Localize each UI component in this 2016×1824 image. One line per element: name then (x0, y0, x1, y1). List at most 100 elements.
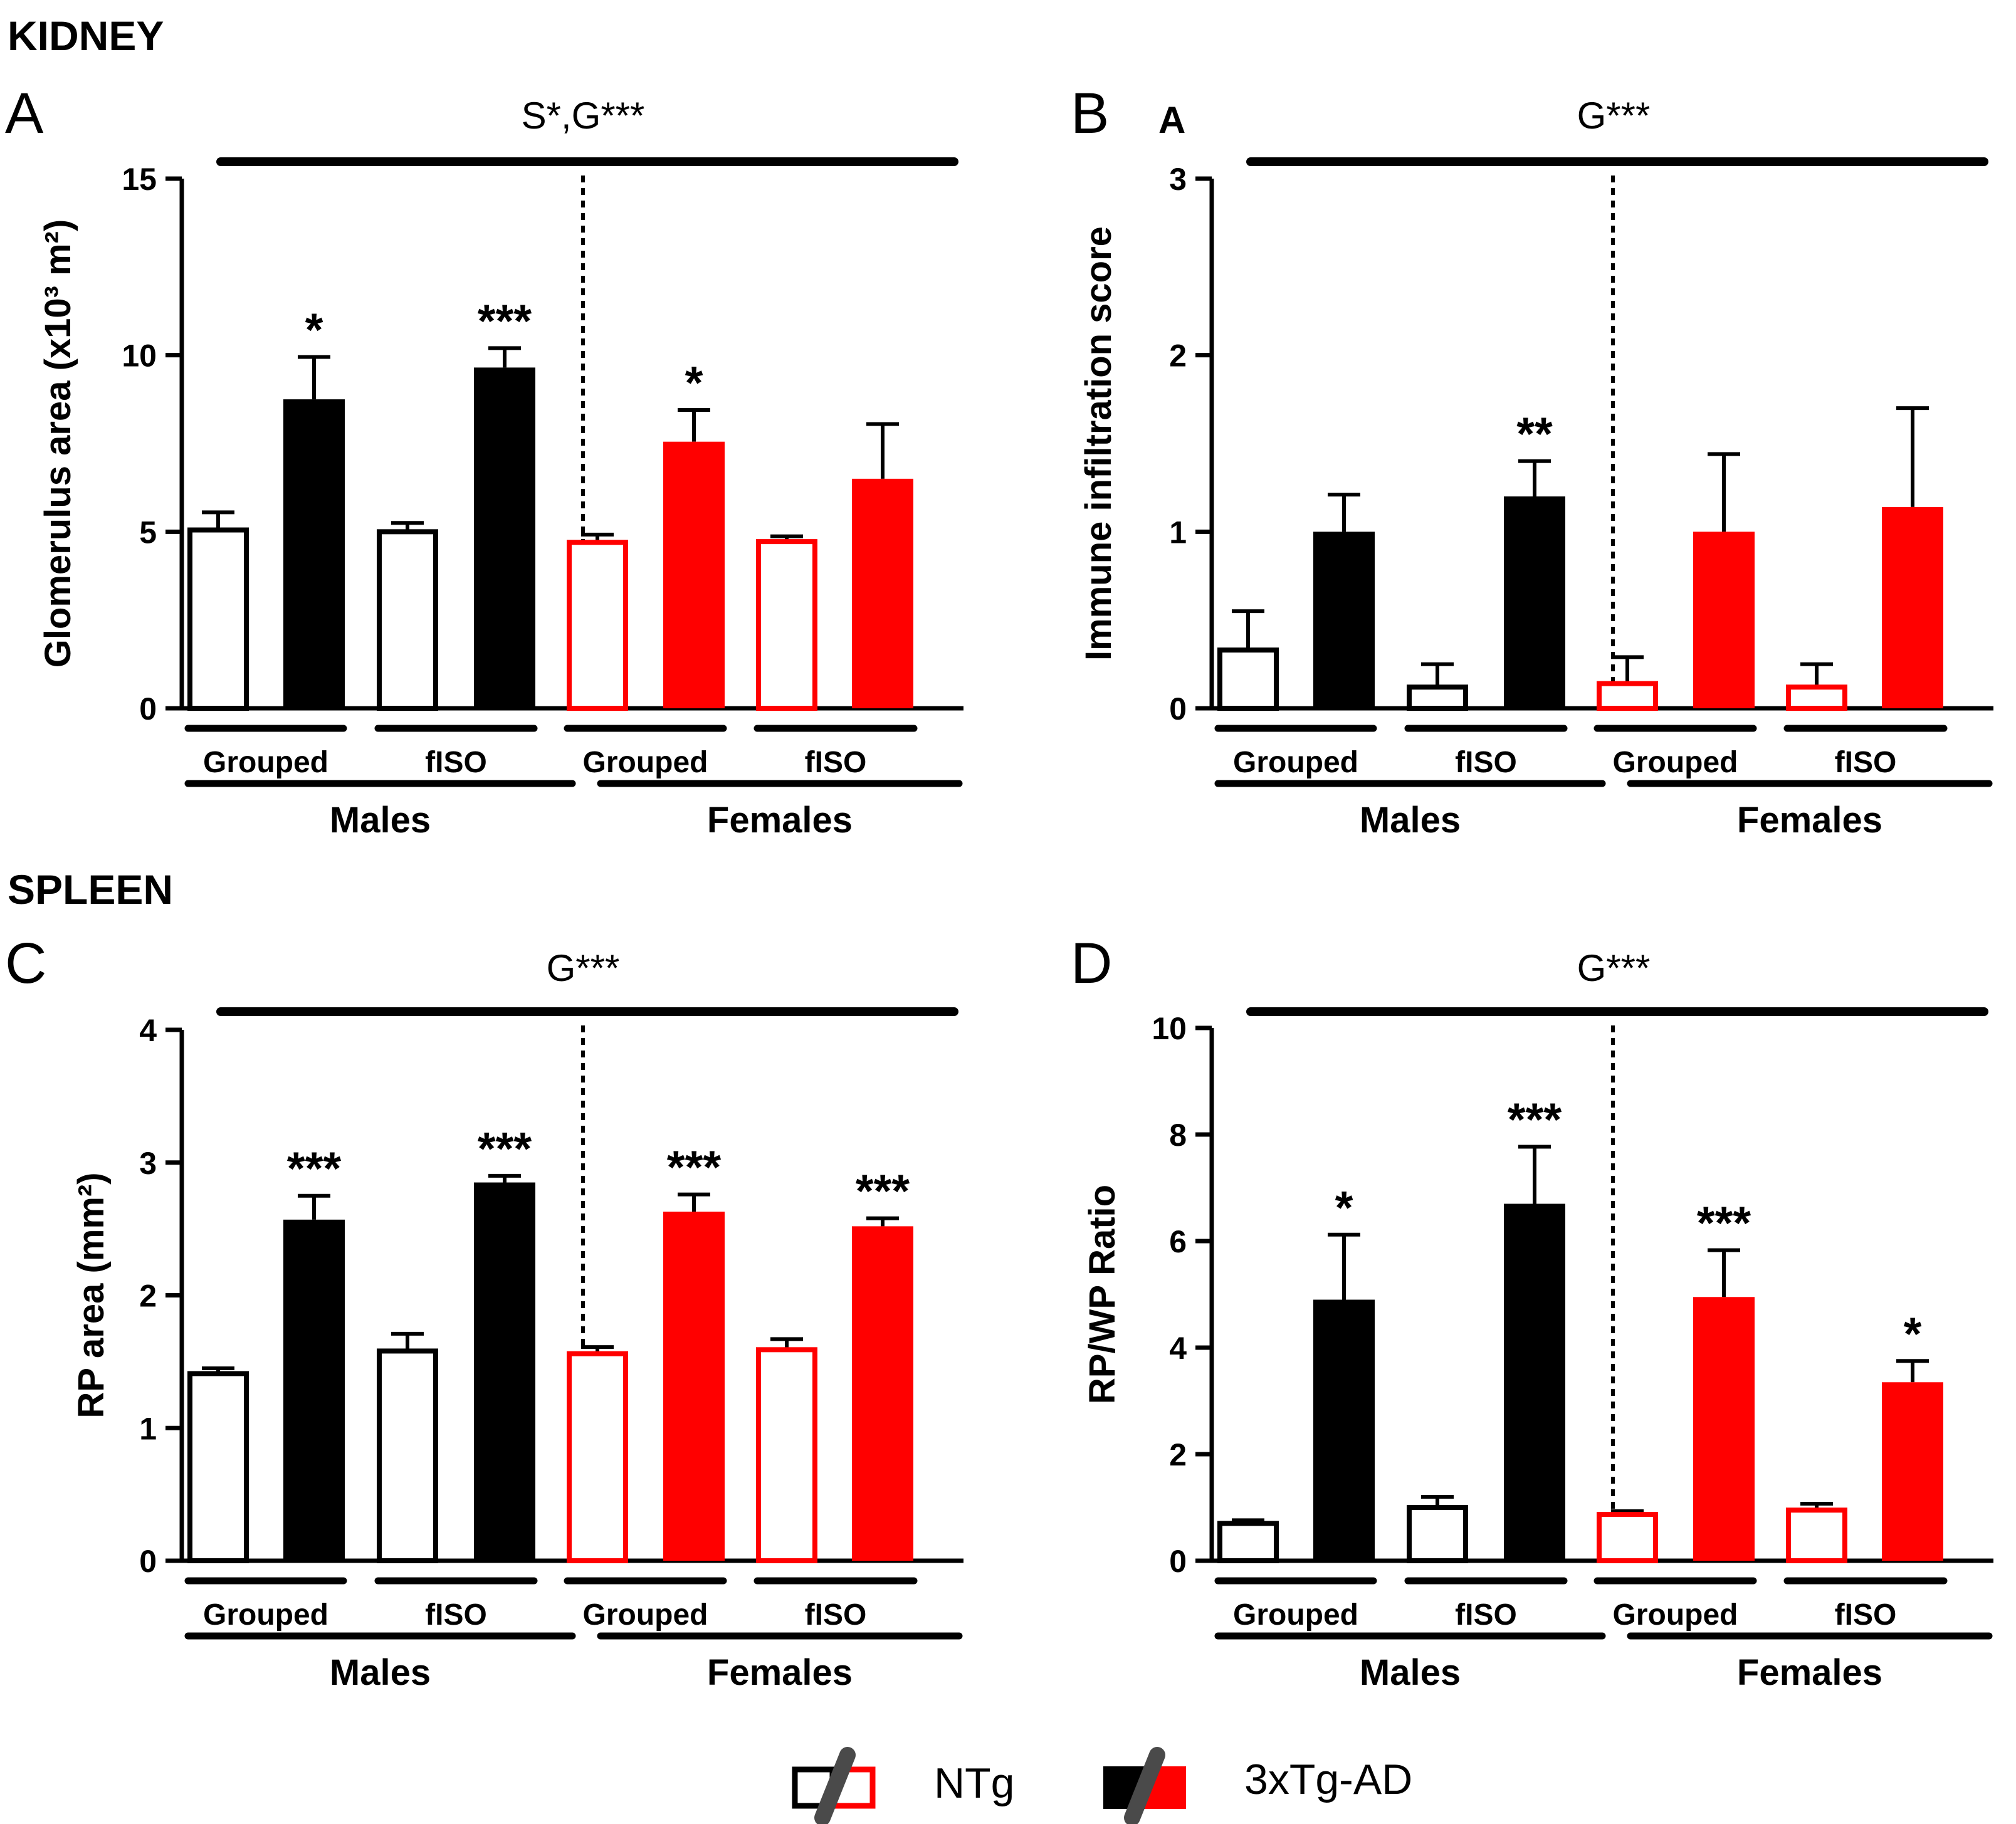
panel-b-bar (1217, 647, 1279, 711)
legend: NTg 3xTg-AD (792, 1747, 1412, 1824)
panel-a-bar (756, 539, 817, 711)
panel-b-sex-label: Males (1360, 800, 1461, 841)
panel-a-sex-label: Females (707, 800, 853, 841)
panel-d-y-tick-label: 4 (1169, 1331, 1187, 1366)
panel-a-group-label: fISO (425, 746, 487, 779)
panel-a-significance-label: S*,G*** (522, 95, 645, 137)
panel-c-y-tick-label: 4 (139, 1013, 157, 1048)
panel-d-significance-star: *** (1508, 1094, 1562, 1146)
panel-c-y-tick-label: 3 (139, 1146, 157, 1181)
panel-d-bar (1882, 1382, 1943, 1561)
panel-b-significance-label: G*** (1577, 95, 1651, 137)
panel-d-y-tick-label: 8 (1169, 1118, 1187, 1153)
panel-d-group-label: Grouped (1613, 1598, 1738, 1632)
panel-letter-a: A (5, 81, 44, 145)
panel-b-group-label: Grouped (1613, 746, 1738, 779)
panel-c-bar (567, 1351, 628, 1563)
panel-c-sex-label: Males (330, 1652, 431, 1693)
panel-b-significance-star: ** (1516, 408, 1553, 460)
panel-a-significance-star: * (685, 357, 703, 409)
panel-c-sex-label: Females (707, 1652, 853, 1693)
panel-c-group-label: Grouped (583, 1598, 708, 1632)
panel-d-sex-label: Males (1360, 1652, 1461, 1693)
panel-d-bar (1217, 1521, 1279, 1563)
panel-a-bar (377, 529, 438, 711)
panel-letter-b: B (1071, 81, 1109, 145)
panel-c-y-tick-label: 1 (139, 1411, 157, 1446)
panel-a-bar (474, 367, 535, 708)
panel-c-bar (377, 1348, 438, 1564)
panel-a-y-axis-label: Glomerulus area (x10³ m²) (38, 219, 78, 668)
panel-d-y-tick-label: 0 (1169, 1544, 1187, 1579)
panel-a-significance-star: *** (478, 295, 532, 347)
section-title-kidney: KIDNEY (8, 13, 164, 59)
panel-a-y-tick-label: 0 (139, 691, 157, 726)
panel-c-significance-star: *** (667, 1141, 722, 1193)
panel-d-significance-star: * (1335, 1182, 1353, 1234)
panel-c-y-tick-label: 0 (139, 1544, 157, 1579)
panel-a-bar (852, 478, 913, 708)
panel-c-significance-label: G*** (547, 947, 620, 989)
panel-a-bar (663, 441, 725, 708)
panel-b-bar (1407, 684, 1468, 711)
panel-a-y-tick-label: 15 (122, 162, 157, 197)
chart-panel-c: G*** 0 1 2 3 4 RP area (mm²) *** *** *** *** Groupe… (71, 947, 963, 1693)
panel-c-bar (187, 1371, 249, 1564)
panel-c-group-label: fISO (425, 1598, 487, 1632)
panel-b-bar (1693, 532, 1755, 708)
legend-label-3xtg: 3xTg-AD (1244, 1756, 1412, 1803)
panel-d-group-label: fISO (1455, 1598, 1517, 1632)
panel-b-y-axis-label: Immune infiltration score (1078, 226, 1119, 661)
panel-b-bar (1504, 496, 1565, 708)
panel-c-bar (756, 1347, 817, 1563)
panel-a-bar (567, 540, 628, 711)
panel-d-y-tick-label: 10 (1152, 1011, 1187, 1046)
panel-a-y-tick-label: 5 (139, 515, 157, 550)
panel-d-bar (1786, 1507, 1847, 1563)
chart-panel-b: G*** 0 1 2 3 Immune infiltration score ** Group… (1078, 95, 1993, 841)
panel-d-significance-star: *** (1697, 1197, 1751, 1249)
panel-c-significance-star: *** (856, 1165, 910, 1217)
panel-a-sex-label: Males (330, 800, 431, 841)
panel-a-y-tick-label: 10 (122, 338, 157, 374)
panel-d-y-tick-label: 6 (1169, 1224, 1187, 1259)
legend-slash-ntg (814, 1747, 856, 1824)
panel-b-group-label: fISO (1455, 746, 1517, 779)
panel-b-bar (1313, 532, 1375, 708)
panel-c-bar (283, 1219, 345, 1561)
panel-d-sex-label: Females (1737, 1652, 1882, 1693)
panel-letter-d: D (1071, 931, 1112, 995)
panel-b-sex-label: Females (1737, 800, 1882, 841)
panel-d-bar (1693, 1297, 1755, 1561)
panel-b-y-tick-label: 3 (1169, 162, 1187, 197)
panel-b-group-label: Grouped (1233, 746, 1358, 779)
panel-d-bar (1407, 1505, 1468, 1563)
panel-a-bar (187, 527, 249, 711)
panel-a-bar (283, 399, 345, 708)
legend-slash-3xtg (1124, 1747, 1165, 1824)
panel-b-y-tick-label: 0 (1169, 691, 1187, 726)
panel-a-significance-star: * (305, 303, 323, 355)
panel-c-significance-star: *** (478, 1123, 532, 1175)
legend-label-ntg: NTg (934, 1759, 1014, 1807)
panel-b-y-tick-label: 1 (1169, 515, 1187, 550)
panel-b-bar (1786, 684, 1847, 711)
panel-d-bar (1597, 1512, 1658, 1564)
panel-d-y-axis-label: RP/WP Ratio (1082, 1185, 1123, 1404)
section-title-spleen: SPLEEN (8, 866, 173, 913)
panel-c-y-axis-label: RP area (mm²) (71, 1172, 112, 1418)
panel-c-bar (852, 1226, 913, 1561)
panel-c-bar (663, 1212, 725, 1561)
panel-a-group-label: fISO (805, 746, 867, 779)
panel-letter-c: C (5, 931, 46, 995)
panel-c-bar (474, 1182, 535, 1561)
panel-d-y-tick-label: 2 (1169, 1437, 1187, 1472)
panel-b-bar (1597, 681, 1658, 711)
panel-d-significance-star: * (1904, 1308, 1922, 1360)
panel-b-y-tick-label: 2 (1169, 338, 1187, 374)
panel-b-group-label: fISO (1835, 746, 1897, 779)
panel-b-bar (1882, 506, 1943, 708)
